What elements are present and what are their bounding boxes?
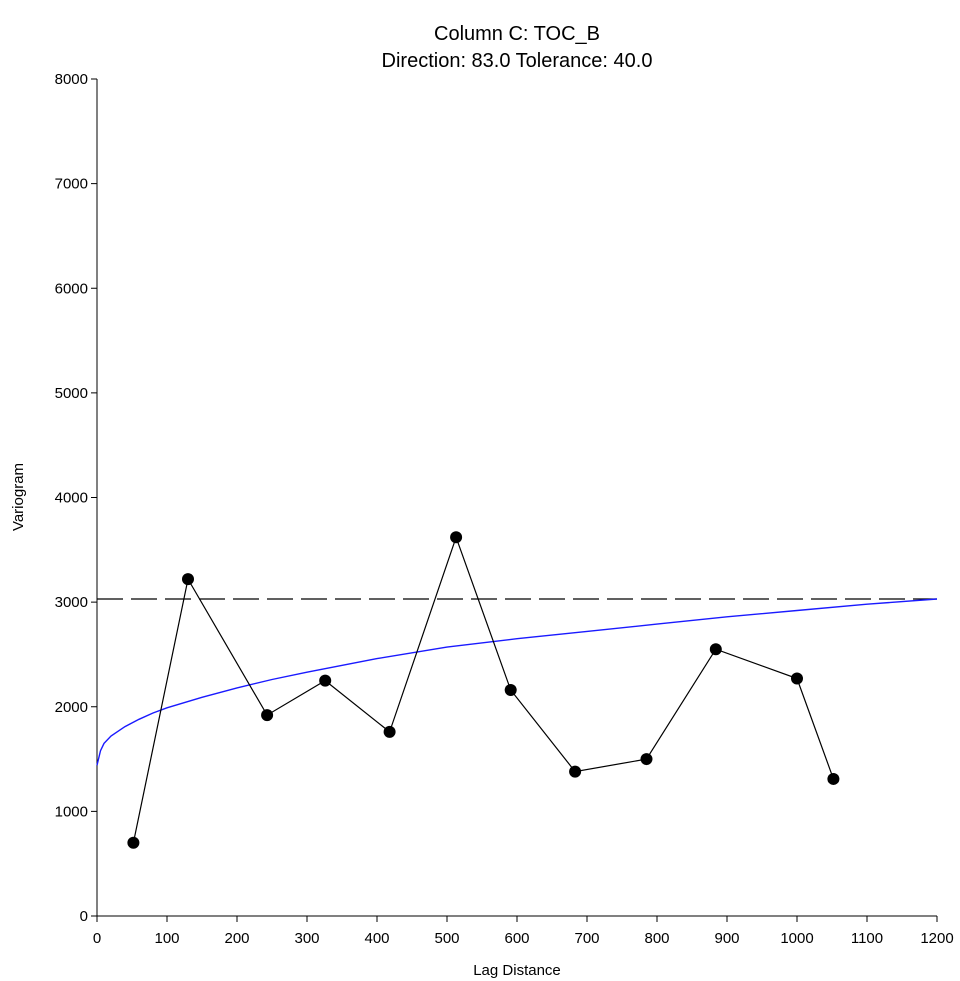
data-point	[319, 674, 332, 687]
y-tick-label: 4000	[55, 490, 88, 507]
plot-area: 0 1000 2000 3000 4000 5000 6000 7000 8000 0 100 200…	[55, 71, 954, 947]
x-tick-label: 300	[294, 930, 319, 947]
data-point	[827, 772, 840, 785]
data-point	[640, 753, 653, 766]
y-tick-label: 3000	[55, 594, 88, 611]
y-axis-label: Variogram	[10, 463, 27, 531]
y-tick-label: 5000	[55, 385, 88, 402]
x-tick-label: 500	[434, 930, 459, 947]
y-tick-label: 1000	[55, 803, 88, 820]
x-tick-label: 600	[504, 930, 529, 947]
data-point	[450, 531, 463, 544]
x-axis-label: Lag Distance	[473, 962, 561, 979]
data-point	[569, 765, 582, 778]
x-tick-label: 700	[574, 930, 599, 947]
y-tick-label: 2000	[55, 699, 88, 716]
data-point	[261, 709, 274, 722]
y-tick-label: 0	[80, 908, 88, 925]
chart-subtitle: Direction: 83.0 Tolerance: 40.0	[382, 50, 653, 72]
x-tick-label: 400	[364, 930, 389, 947]
x-tick-label: 900	[714, 930, 739, 947]
y-tick-label: 7000	[55, 176, 88, 193]
experimental-line	[132, 535, 834, 843]
data-point	[504, 684, 517, 697]
model-curve	[96, 598, 938, 766]
y-tick-label: 6000	[55, 280, 88, 297]
x-tick-label: 200	[224, 930, 249, 947]
x-tick-label: 800	[644, 930, 669, 947]
x-tick-label: 100	[154, 930, 179, 947]
chart-title: Column C: TOC_B	[434, 23, 600, 45]
data-point	[182, 573, 194, 586]
x-tick-label: 1200	[920, 930, 953, 947]
x-tick-label: 1000	[780, 930, 813, 947]
data-point	[383, 725, 396, 738]
x-tick-label: 1100	[851, 930, 883, 947]
data-point	[709, 643, 722, 656]
y-tick-label: 8000	[55, 71, 88, 88]
data-point	[791, 672, 803, 685]
x-tick-label: 0	[93, 930, 101, 947]
data-point	[127, 836, 140, 849]
